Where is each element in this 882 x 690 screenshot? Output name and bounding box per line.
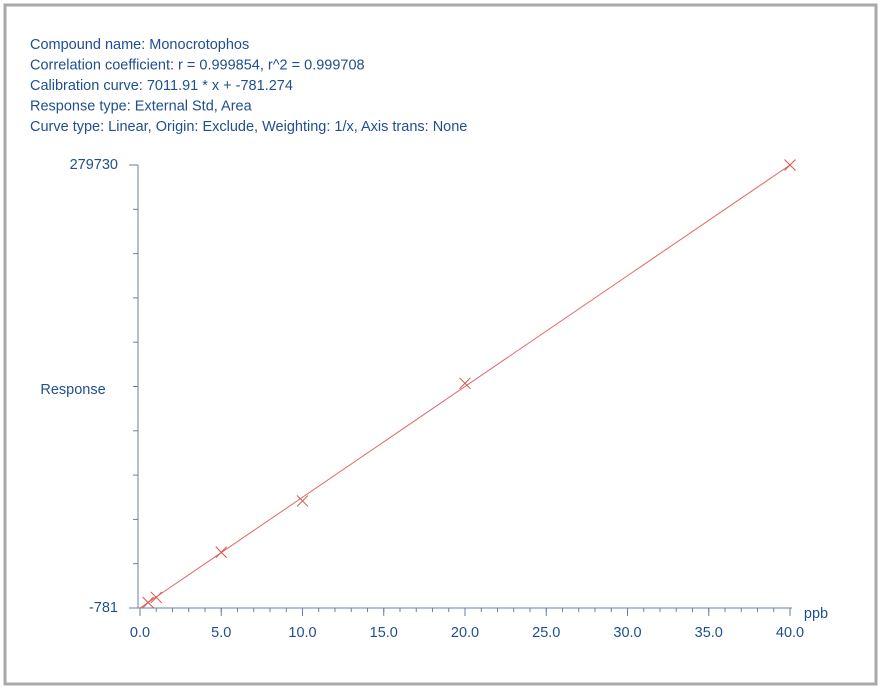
data-point	[142, 596, 154, 609]
y-axis-label: Response	[40, 382, 105, 398]
info-line: Calibration curve: 7011.91 * x + -781.27…	[30, 78, 293, 94]
x-axis-label: ppb	[804, 606, 828, 622]
x-tick-label: 10.0	[288, 625, 316, 641]
data-point	[215, 546, 228, 559]
data-point	[459, 377, 471, 390]
y-tick-label: -781	[89, 600, 118, 616]
x-tick-label: 25.0	[532, 625, 560, 641]
data-point	[784, 159, 796, 171]
info-line: Response type: External Std, Area	[30, 98, 253, 114]
x-tick-label: 35.0	[695, 625, 723, 641]
info-line: Correlation coefficient: r = 0.999854, r…	[30, 57, 365, 73]
x-tick-label: 30.0	[613, 625, 641, 641]
x-tick-label: 15.0	[370, 625, 398, 641]
data-point	[150, 591, 163, 604]
x-tick-label: 20.0	[451, 625, 479, 641]
x-tick-label: 40.0	[776, 625, 804, 641]
info-line: Compound name: Monocrotophos	[30, 37, 249, 53]
info-line: Curve type: Linear, Origin: Exclude, Wei…	[30, 119, 467, 135]
data-point	[296, 495, 309, 507]
fit-line	[139, 164, 791, 609]
y-tick-label: 279730	[70, 157, 118, 173]
x-tick-label: 0.0	[130, 625, 150, 641]
frame	[3, 3, 878, 686]
x-tick-label: 5.0	[211, 625, 231, 641]
